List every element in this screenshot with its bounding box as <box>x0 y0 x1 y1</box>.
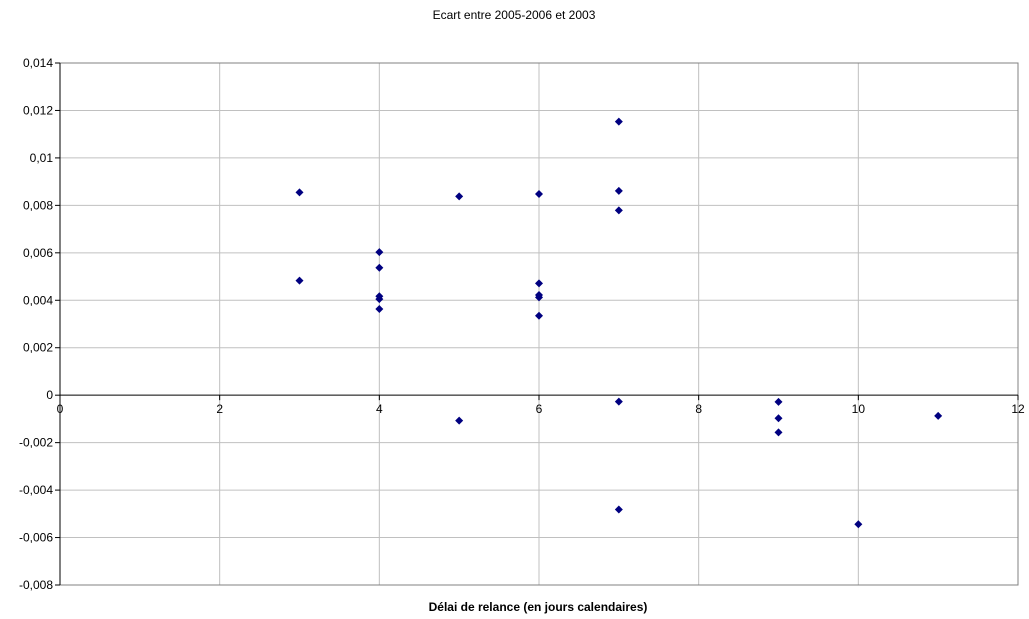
x-axis-tick-labels: 0 2 4 6 8 10 12 <box>57 402 1025 416</box>
y-tick-label: 0,002 <box>23 341 53 355</box>
y-tick-label: 0,008 <box>23 198 53 212</box>
x-tick-label: 2 <box>216 402 223 416</box>
data-point <box>295 188 304 197</box>
x-tick-label: 10 <box>852 402 866 416</box>
x-tick-label: 4 <box>376 402 383 416</box>
x-tick-label: 12 <box>1011 402 1025 416</box>
data-point <box>774 397 783 406</box>
data-point <box>614 117 623 126</box>
data-points <box>295 117 943 529</box>
data-point <box>455 416 464 425</box>
data-point <box>375 248 384 257</box>
data-point <box>934 411 943 420</box>
x-tick-label: 0 <box>57 402 64 416</box>
y-tick-label: 0 <box>46 388 53 402</box>
data-point <box>614 206 623 215</box>
data-point <box>535 311 543 320</box>
data-point <box>375 305 384 314</box>
data-point <box>774 414 783 423</box>
y-tick-label: -0,006 <box>19 531 53 545</box>
data-point <box>535 279 543 288</box>
data-point <box>455 192 464 201</box>
gridlines <box>60 62 1019 586</box>
data-point <box>614 505 623 514</box>
y-tick-label: -0,008 <box>19 578 53 592</box>
y-axis-tick-labels: -0,008 -0,006 -0,004 -0,002 0 0,002 0,004 0,006… <box>19 56 53 592</box>
data-point <box>375 263 384 272</box>
y-tick-label: 0,004 <box>23 293 53 307</box>
data-point <box>854 520 863 529</box>
y-tick-label: 0,012 <box>23 103 53 117</box>
data-point <box>614 186 623 195</box>
axes <box>55 62 1019 586</box>
x-tick-label: 6 <box>536 402 543 416</box>
y-tick-label: 0,014 <box>23 56 53 70</box>
y-tick-label: -0,002 <box>19 436 53 450</box>
x-tick-label: 8 <box>695 402 702 416</box>
data-point <box>535 189 543 198</box>
data-point <box>535 293 543 302</box>
x-axis-title: Délai de relance (en jours calendaires) <box>429 600 648 614</box>
data-point <box>295 276 304 285</box>
data-point <box>774 428 783 437</box>
data-point <box>375 295 384 304</box>
data-point <box>614 397 623 406</box>
y-tick-label: 0,01 <box>30 151 54 165</box>
y-tick-label: 0,006 <box>23 246 53 260</box>
chart-title: Ecart entre 2005-2006 et 2003 <box>433 8 596 22</box>
y-tick-label: -0,004 <box>19 483 53 497</box>
